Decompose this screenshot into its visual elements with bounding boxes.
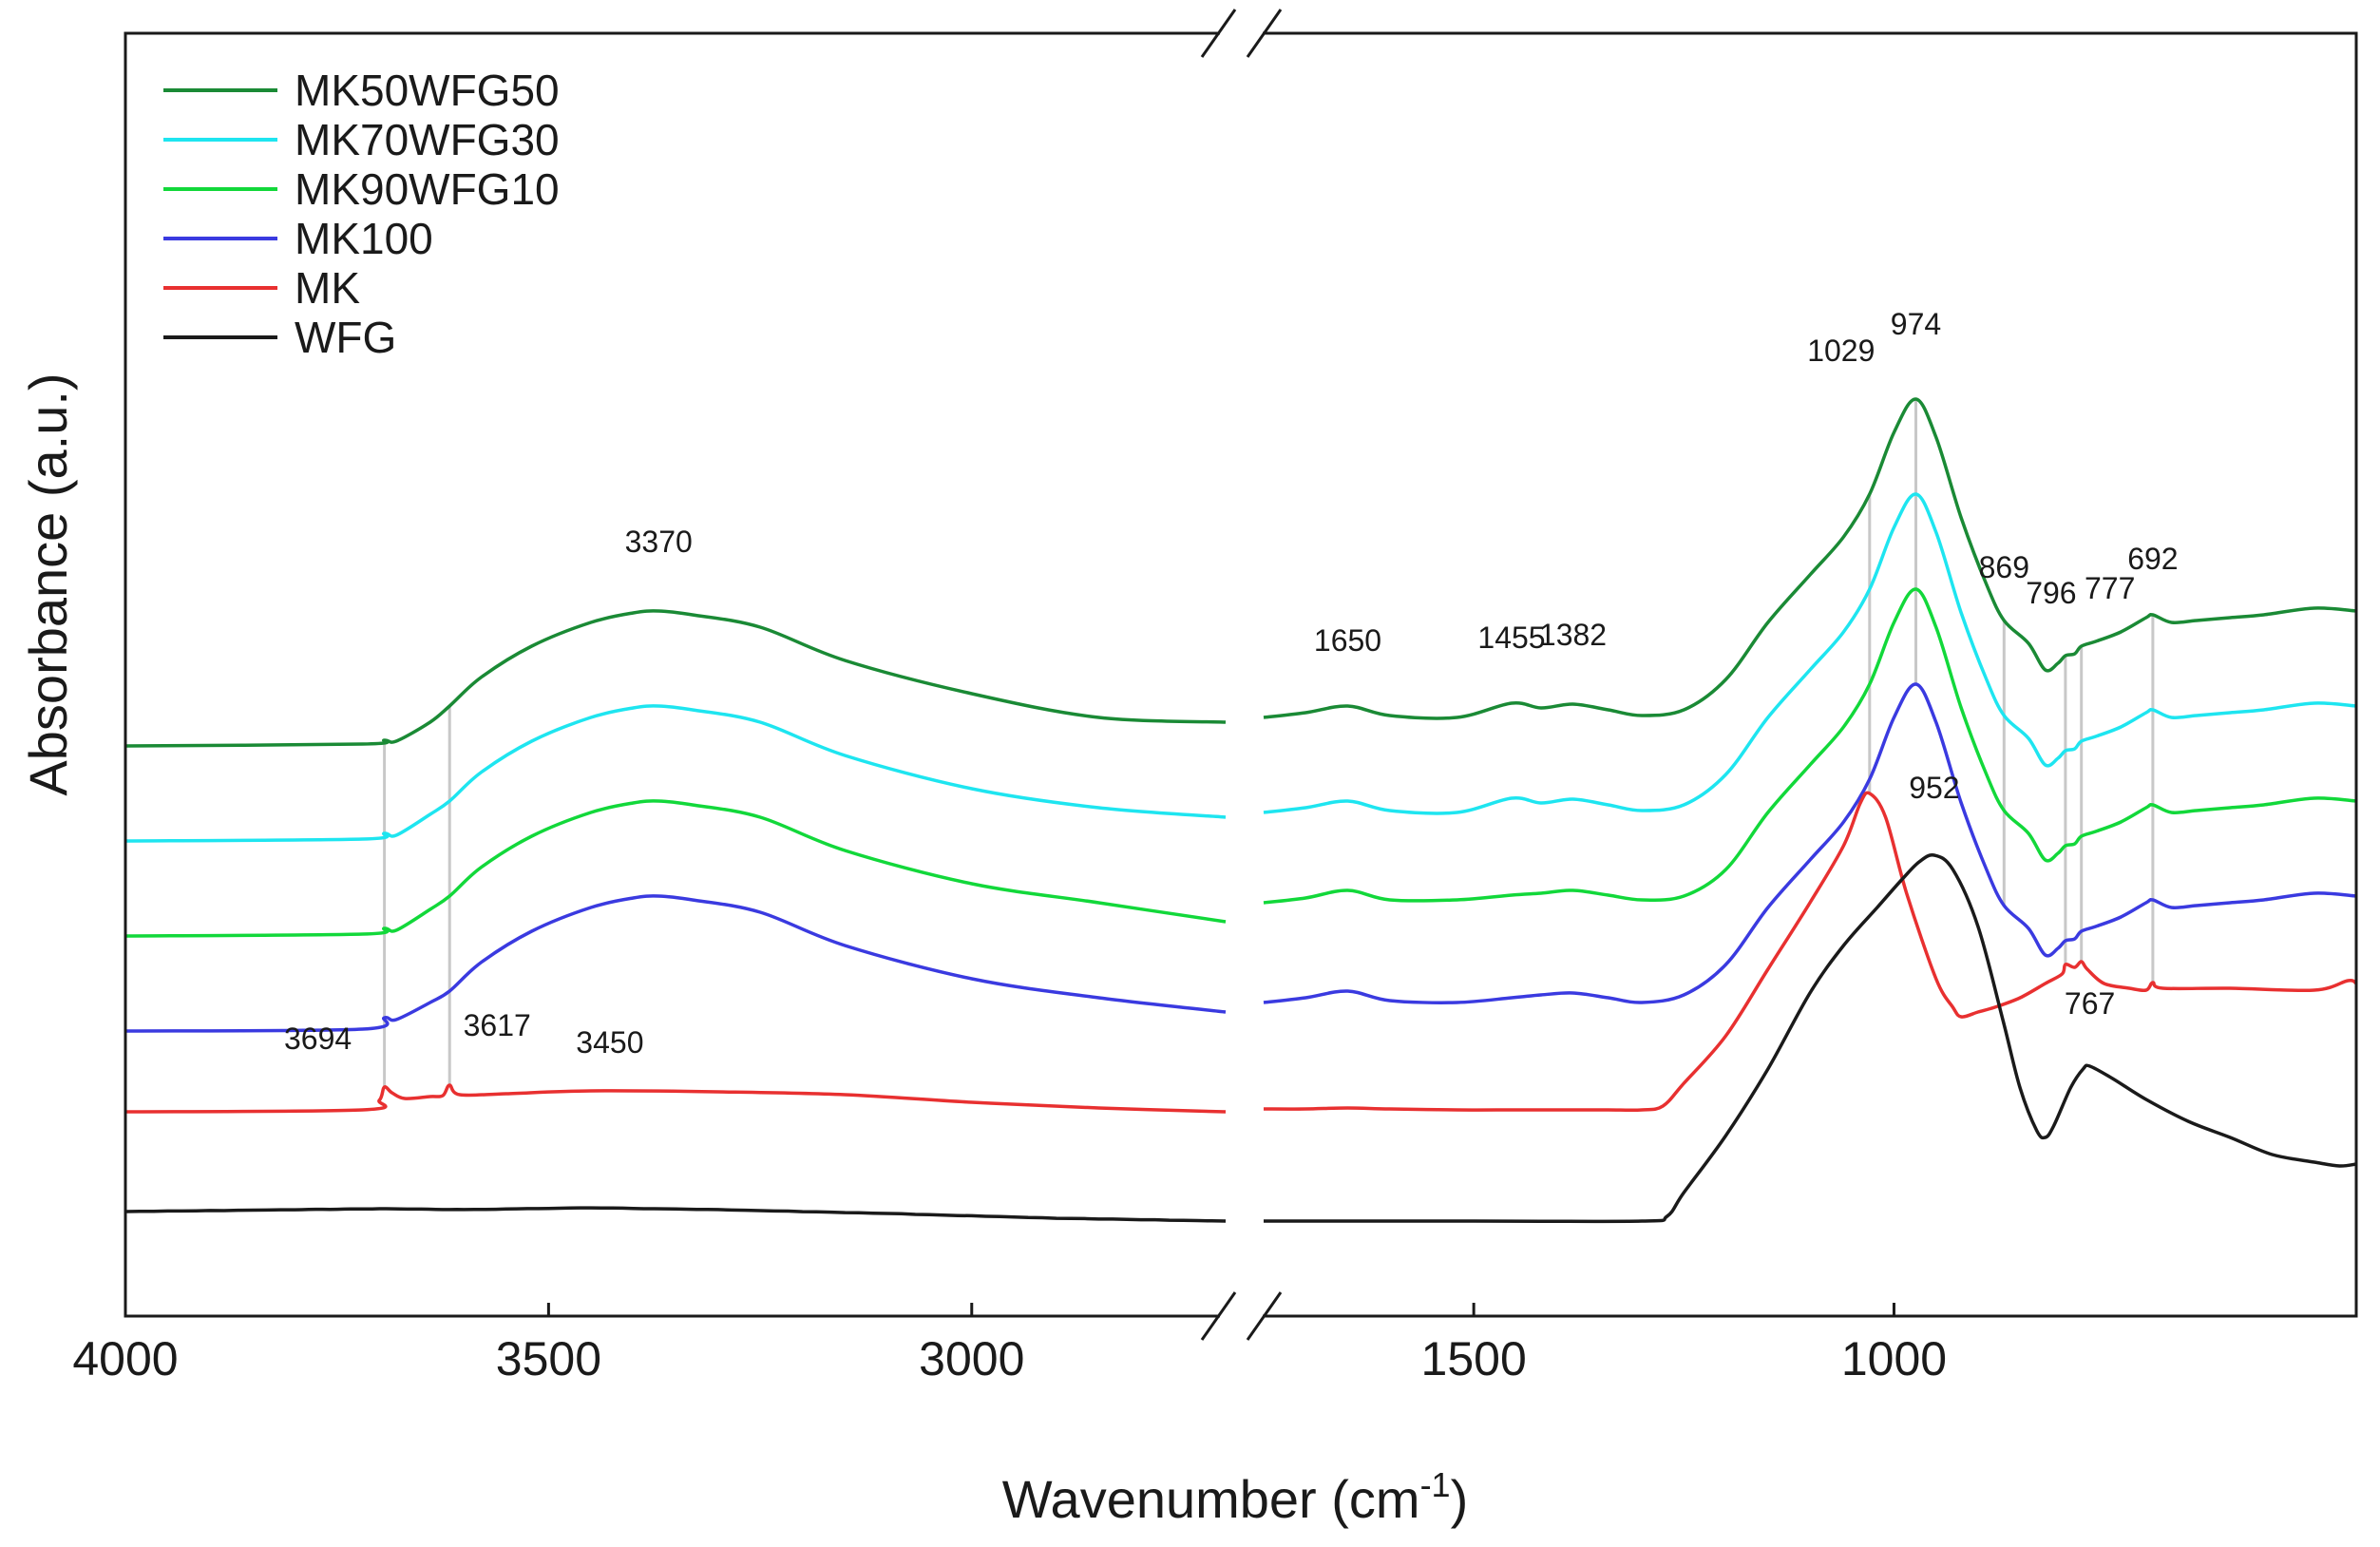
peak-label-796: 796 xyxy=(2026,576,2076,610)
peak-label-1382: 1382 xyxy=(1539,618,1607,652)
axis-break-mark-bottom-2 xyxy=(1246,1291,1283,1341)
series-mk xyxy=(124,791,2357,1114)
peak-label-974: 974 xyxy=(1891,307,1941,341)
peak-label-777: 777 xyxy=(2085,571,2135,605)
legend-label-wfg: WFG xyxy=(295,313,396,362)
series-line-mk70wfg30-segment-1 xyxy=(124,704,1227,843)
series-mk90wfg10 xyxy=(124,587,2357,938)
peak-label-952: 952 xyxy=(1909,771,1959,805)
x-tick-label: 3500 xyxy=(496,1332,601,1385)
axis-break-mark-bottom-1 xyxy=(1200,1291,1237,1341)
series-line-wfg-segment-2 xyxy=(1263,853,2357,1224)
series-line-mk50wfg50-segment-1 xyxy=(124,609,1227,748)
series-mk100 xyxy=(124,682,2357,1033)
peak-label-3370: 3370 xyxy=(625,525,693,559)
series-line-mk50wfg50-segment-2 xyxy=(1263,397,2357,720)
axis-break-gap-top xyxy=(1220,19,1263,48)
x-axis: 4000 3500 3000 1500 1000 xyxy=(72,1303,1947,1385)
x-tick-label: 4000 xyxy=(72,1332,178,1385)
peak-label-3450: 3450 xyxy=(576,1025,643,1060)
x-axis-title-superscript: -1 xyxy=(1420,1465,1451,1504)
series-line-mk-segment-2 xyxy=(1263,791,2357,1113)
x-tick-label: 3000 xyxy=(919,1332,1024,1385)
series-line-mk100-segment-1 xyxy=(124,894,1227,1033)
axis-break-gap-bottom xyxy=(1220,1302,1263,1330)
series-mk70wfg30 xyxy=(124,492,2357,843)
axis-break-mark-top-1 xyxy=(1200,9,1237,58)
series-line-mk70wfg30-segment-2 xyxy=(1263,492,2357,815)
legend-label-mk: MK xyxy=(295,263,360,313)
series-mk50wfg50 xyxy=(124,397,2357,748)
legend-label-mk50wfg50: MK50WFG50 xyxy=(295,66,560,115)
series-wfg xyxy=(124,853,2357,1224)
x-axis-title: Wavenumber (cm-1) xyxy=(1002,1465,1468,1529)
x-axis-title-end: ) xyxy=(1451,1469,1469,1529)
y-axis-title: Absorbance (a.u.) xyxy=(18,372,78,795)
legend-label-mk100: MK100 xyxy=(295,214,433,263)
x-axis-title-main: Wavenumber (cm xyxy=(1002,1469,1420,1529)
peak-label-692: 692 xyxy=(2127,542,2178,576)
x-tick-label: 1000 xyxy=(1841,1332,1947,1385)
peak-label-869: 869 xyxy=(1979,550,2029,584)
series-line-wfg-segment-1 xyxy=(124,1206,1227,1223)
peak-label-3617: 3617 xyxy=(464,1008,531,1042)
peak-guide-lines xyxy=(383,399,2155,1087)
peak-label-3694: 3694 xyxy=(284,1022,352,1056)
peak-label-767: 767 xyxy=(2065,986,2115,1021)
legend-label-mk90wfg10: MK90WFG10 xyxy=(295,164,560,214)
plot-frame xyxy=(124,31,2358,1318)
axis-break xyxy=(1200,9,1283,1341)
series-line-mk100-segment-2 xyxy=(1263,682,2357,1004)
peak-label-1029: 1029 xyxy=(1807,334,1875,368)
series-layer xyxy=(124,397,2357,1224)
peak-label-1455: 1455 xyxy=(1477,621,1545,655)
x-tick-label: 1500 xyxy=(1421,1332,1527,1385)
axis-break-mark-top-2 xyxy=(1246,9,1283,58)
series-line-mk90wfg10-segment-2 xyxy=(1263,587,2357,905)
legend-label-mk70wfg30: MK70WFG30 xyxy=(295,115,560,164)
peak-label-1650: 1650 xyxy=(1314,623,1381,658)
series-line-mk-segment-1 xyxy=(124,1083,1227,1114)
series-line-mk90wfg10-segment-1 xyxy=(124,799,1227,938)
